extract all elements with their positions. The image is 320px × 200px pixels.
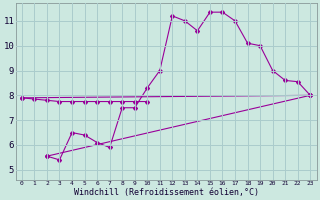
X-axis label: Windchill (Refroidissement éolien,°C): Windchill (Refroidissement éolien,°C): [74, 188, 259, 197]
